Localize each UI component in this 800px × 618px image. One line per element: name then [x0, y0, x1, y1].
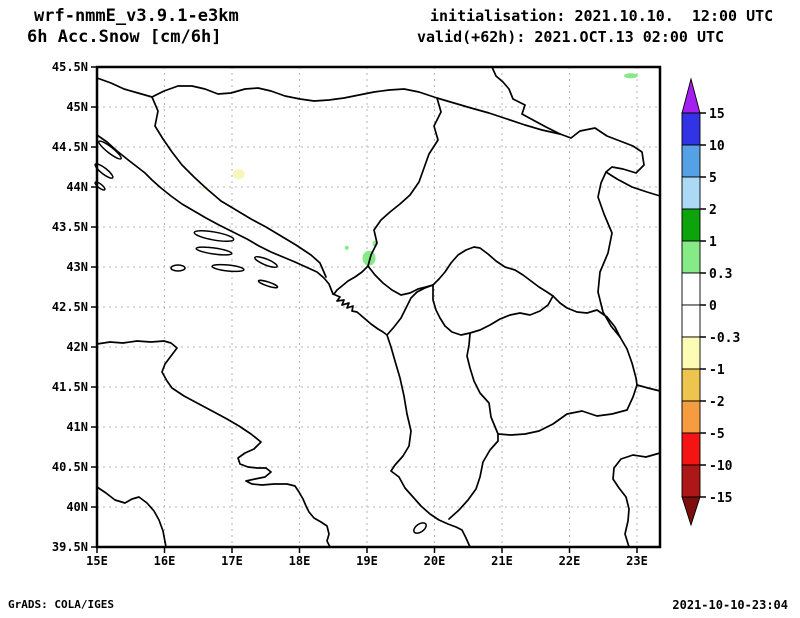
lat-tick-label: 42N — [66, 340, 88, 354]
colorbar-label: -1 — [709, 363, 725, 378]
coastline-border — [497, 409, 628, 436]
coastline-border — [96, 340, 331, 548]
colorbar-band — [681, 240, 701, 274]
coastline-border — [448, 433, 499, 520]
colorbar-band — [681, 304, 701, 338]
colorbar-band — [681, 272, 701, 306]
island-outline — [98, 140, 122, 160]
colorbar-band — [681, 336, 701, 370]
generated-timestamp: 2021-10-10-23:04 — [672, 598, 788, 612]
coastline-border — [96, 486, 167, 548]
lat-tick-label: 45N — [66, 100, 88, 114]
island-outline — [211, 263, 245, 273]
colorbar-band — [681, 464, 701, 498]
coastline-border — [466, 333, 499, 435]
island-outline — [193, 229, 235, 243]
grads-credit: GrADS: COLA/IGES — [8, 598, 114, 611]
lat-tick-label: 40N — [66, 500, 88, 514]
island-outline — [257, 279, 279, 289]
colorbar-label: 2 — [709, 203, 717, 218]
product-title: 6h Acc.Snow [cm/6h] — [27, 27, 222, 47]
lon-tick-label: 15E — [86, 554, 108, 568]
lat-tick-label: 42.5N — [52, 300, 88, 314]
lat-tick-label: 41N — [66, 420, 88, 434]
colorbar-bottom-arrow — [681, 496, 701, 527]
snow-patch — [362, 250, 376, 266]
colorbar-label: 5 — [709, 171, 717, 186]
lat-tick-label: 44N — [66, 180, 88, 194]
colorbar-band — [681, 368, 701, 402]
coastline-border — [559, 127, 661, 197]
coastline-border — [367, 97, 442, 296]
colorbar-label: 1 — [709, 235, 717, 250]
colorbar-band — [681, 176, 701, 210]
colorbar-top-arrow — [681, 77, 701, 114]
colorbar-label: -2 — [709, 395, 725, 410]
lat-tick-label: 39.5N — [52, 540, 88, 554]
island-outline — [413, 522, 427, 534]
lon-tick-label: 20E — [424, 554, 446, 568]
map-frame — [95, 65, 662, 549]
island-outline — [94, 163, 114, 179]
lat-tick-label: 45.5N — [52, 60, 88, 74]
lat-tick-label: 40.5N — [52, 460, 88, 474]
coastline-border — [386, 334, 471, 548]
colorbar-band — [681, 400, 701, 434]
coastline-border — [333, 265, 369, 295]
lat-tick-label: 43.5N — [52, 220, 88, 234]
coastline-border — [96, 77, 153, 98]
coastline-border — [612, 452, 661, 548]
lon-tick-label: 21E — [491, 554, 513, 568]
colorbar-label: 10 — [709, 139, 725, 154]
snow-patch — [344, 245, 349, 250]
coastline-border — [619, 336, 638, 411]
colorbar-band — [681, 432, 701, 466]
lat-tick-label: 41.5N — [52, 380, 88, 394]
colorbar-label: 15 — [709, 107, 725, 122]
coastline-border — [151, 85, 561, 135]
colorbar-label: -5 — [709, 427, 725, 442]
island-outline — [254, 255, 278, 269]
island-outline — [195, 246, 233, 256]
lon-tick-label: 17E — [221, 554, 243, 568]
colorbar-label: -0.3 — [709, 331, 740, 346]
model-title: wrf-nmmE_v3.9.1-e3km — [34, 6, 239, 26]
colorbar-label: -15 — [709, 491, 732, 506]
lon-tick-label: 16E — [154, 554, 176, 568]
coastline-border — [552, 295, 621, 338]
coastline-border — [96, 134, 334, 295]
colorbar-band — [681, 208, 701, 242]
lon-tick-label: 18E — [289, 554, 311, 568]
coastline-border — [332, 293, 388, 336]
lon-tick-label: 22E — [559, 554, 581, 568]
snow-patch — [623, 73, 638, 79]
coastline-border — [386, 284, 434, 336]
colorbar-band — [681, 144, 701, 178]
colorbar-label: -10 — [709, 459, 733, 474]
colorbar-label: 0 — [709, 299, 717, 314]
lon-tick-label: 19E — [356, 554, 378, 568]
lat-tick-label: 44.5N — [52, 140, 88, 154]
valid-time-label: valid(+62h): 2021.OCT.13 02:00 UTC — [417, 28, 725, 46]
coastline-border — [151, 96, 327, 278]
lon-tick-label: 23E — [626, 554, 648, 568]
lat-tick-label: 43N — [66, 260, 88, 274]
init-time-label: initialisation: 2021.10.10. 12:00 UTC — [430, 7, 774, 25]
coastline-border — [636, 384, 661, 392]
coastline-border — [432, 246, 554, 336]
island-outline — [170, 264, 186, 272]
coastline-border — [491, 66, 561, 135]
snow-patch — [232, 169, 245, 180]
colorbar-band — [681, 112, 701, 146]
colorbar-label: 0.3 — [709, 267, 732, 282]
